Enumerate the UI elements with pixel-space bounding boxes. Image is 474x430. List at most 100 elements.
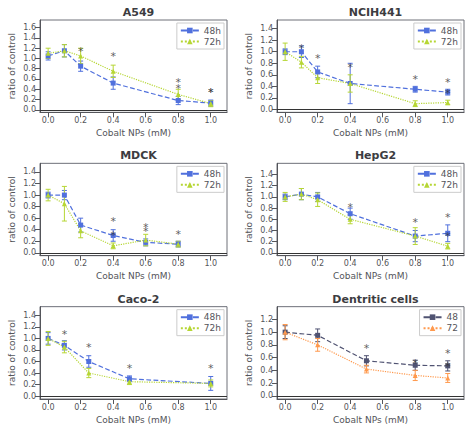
- svg-text:*: *: [347, 61, 353, 74]
- svg-text:*: *: [78, 45, 84, 58]
- svg-text:72h: 72h: [441, 180, 458, 190]
- svg-text:1.4: 1.4: [23, 167, 36, 176]
- svg-text:*: *: [412, 73, 418, 86]
- svg-text:*: *: [208, 86, 214, 99]
- svg-text:72: 72: [447, 323, 458, 333]
- svg-text:0.8: 0.8: [260, 340, 273, 349]
- svg-text:48: 48: [447, 312, 459, 322]
- svg-text:Cobalt NPs (mM): Cobalt NPs (mM): [96, 271, 171, 281]
- svg-text:0.4: 0.4: [23, 225, 36, 234]
- svg-text:1.4: 1.4: [23, 311, 36, 320]
- svg-text:0.6: 0.6: [139, 259, 152, 268]
- svg-text:0.2: 0.2: [311, 116, 324, 125]
- svg-text:*: *: [175, 76, 181, 89]
- svg-text:*: *: [110, 229, 116, 242]
- svg-text:Dentritic cells: Dentritic cells: [332, 293, 419, 306]
- svg-text:*: *: [143, 221, 149, 234]
- svg-text:0.6: 0.6: [260, 70, 273, 79]
- svg-text:0.4: 0.4: [23, 369, 36, 378]
- svg-text:ratio of control: ratio of control: [244, 33, 254, 99]
- svg-text:0.8: 0.8: [409, 259, 422, 268]
- svg-text:72h: 72h: [204, 180, 221, 190]
- svg-text:0.0: 0.0: [279, 259, 292, 268]
- svg-text:*: *: [364, 342, 370, 355]
- svg-text:0.6: 0.6: [260, 353, 273, 362]
- svg-text:0.4: 0.4: [344, 116, 357, 125]
- svg-text:*: *: [445, 347, 451, 360]
- svg-text:ratio of control: ratio of control: [7, 176, 17, 242]
- svg-text:ratio of control: ratio of control: [7, 320, 17, 386]
- svg-text:48h: 48h: [204, 169, 221, 179]
- svg-text:*: *: [445, 211, 451, 224]
- svg-text:0.8: 0.8: [23, 202, 36, 211]
- svg-text:0.8: 0.8: [23, 345, 36, 354]
- svg-text:*: *: [412, 216, 418, 229]
- svg-text:1.2: 1.2: [23, 322, 36, 331]
- svg-text:0.4: 0.4: [260, 366, 273, 375]
- svg-text:0.8: 0.8: [409, 116, 422, 125]
- svg-text:ratio of control: ratio of control: [7, 33, 17, 99]
- svg-text:0.0: 0.0: [23, 392, 36, 401]
- svg-text:0.6: 0.6: [260, 215, 273, 224]
- svg-text:0.2: 0.2: [74, 403, 87, 412]
- svg-text:*: *: [62, 328, 68, 341]
- svg-text:0.8: 0.8: [172, 403, 185, 412]
- svg-text:*: *: [299, 42, 305, 55]
- svg-text:Cobalt NPs (mM): Cobalt NPs (mM): [333, 415, 408, 425]
- svg-text:*: *: [445, 87, 451, 100]
- svg-text:A549: A549: [123, 6, 154, 19]
- svg-text:Cobalt NPs (mM): Cobalt NPs (mM): [96, 415, 171, 425]
- svg-text:1.4: 1.4: [23, 33, 36, 42]
- svg-text:0.0: 0.0: [260, 391, 273, 400]
- svg-text:0.4: 0.4: [107, 116, 120, 125]
- svg-text:0.2: 0.2: [23, 380, 36, 389]
- svg-text:0.0: 0.0: [42, 259, 55, 268]
- svg-text:1.0: 1.0: [441, 116, 454, 125]
- svg-text:0.6: 0.6: [376, 259, 389, 268]
- svg-text:0.8: 0.8: [23, 64, 36, 73]
- svg-text:0.2: 0.2: [23, 237, 36, 246]
- svg-text:*: *: [445, 230, 451, 243]
- svg-text:*: *: [110, 215, 116, 228]
- svg-text:48h: 48h: [204, 26, 221, 36]
- svg-text:*: *: [208, 86, 214, 99]
- svg-text:Cobalt NPs (mM): Cobalt NPs (mM): [96, 128, 171, 138]
- svg-text:0.6: 0.6: [23, 74, 36, 83]
- svg-text:0.2: 0.2: [311, 259, 324, 268]
- svg-text:0.4: 0.4: [107, 403, 120, 412]
- svg-text:0.6: 0.6: [23, 357, 36, 366]
- svg-text:0.8: 0.8: [260, 59, 273, 68]
- svg-text:72h: 72h: [204, 37, 221, 47]
- svg-text:1.0: 1.0: [260, 192, 273, 201]
- svg-text:Cobalt NPs (mM): Cobalt NPs (mM): [333, 128, 408, 138]
- svg-text:0.0: 0.0: [23, 248, 36, 257]
- svg-text:0.8: 0.8: [172, 259, 185, 268]
- svg-text:0.6: 0.6: [376, 116, 389, 125]
- svg-text:*: *: [110, 50, 116, 63]
- svg-text:72h: 72h: [441, 37, 458, 47]
- svg-text:1.0: 1.0: [23, 334, 36, 343]
- svg-text:1.0: 1.0: [204, 259, 217, 268]
- svg-text:0.0: 0.0: [260, 105, 273, 114]
- svg-text:0.4: 0.4: [260, 82, 273, 91]
- svg-text:72h: 72h: [204, 323, 221, 333]
- svg-text:*: *: [412, 357, 418, 370]
- svg-text:1.0: 1.0: [441, 403, 454, 412]
- svg-text:*: *: [445, 360, 451, 373]
- svg-text:0.8: 0.8: [409, 403, 422, 412]
- svg-text:0.2: 0.2: [23, 95, 36, 104]
- svg-text:1.0: 1.0: [260, 328, 273, 337]
- svg-text:0.6: 0.6: [23, 214, 36, 223]
- svg-text:1.0: 1.0: [23, 191, 36, 200]
- svg-text:1.0: 1.0: [23, 54, 36, 63]
- svg-text:48h: 48h: [441, 169, 458, 179]
- svg-text:0.6: 0.6: [376, 403, 389, 412]
- svg-text:48h: 48h: [441, 26, 458, 36]
- svg-text:NCIH441: NCIH441: [349, 6, 403, 19]
- svg-text:Cobalt NPs (mM): Cobalt NPs (mM): [333, 271, 408, 281]
- svg-text:ratio of control: ratio of control: [244, 320, 254, 386]
- svg-text:1.0: 1.0: [204, 116, 217, 125]
- svg-text:*: *: [347, 201, 353, 214]
- svg-text:0.0: 0.0: [42, 403, 55, 412]
- svg-text:*: *: [127, 362, 133, 375]
